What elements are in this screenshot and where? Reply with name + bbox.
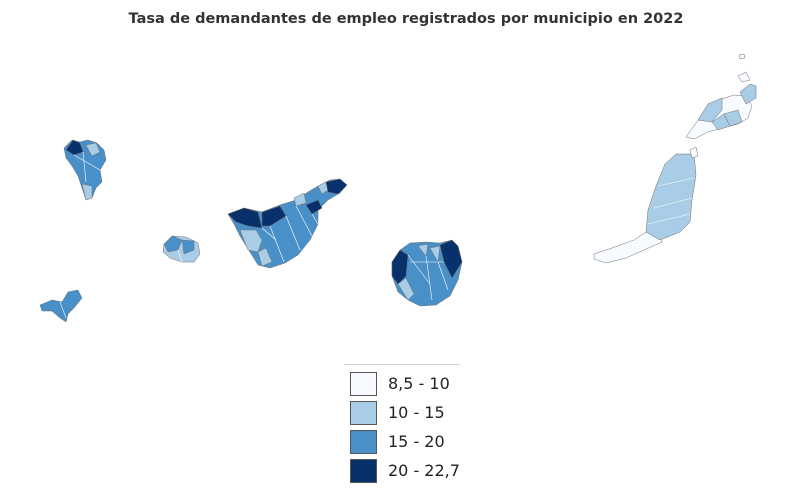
island-lanzarote: [685, 53, 757, 140]
municipality-region[interactable]: [391, 249, 409, 285]
legend-label: 15 - 20: [388, 432, 445, 451]
legend-label: 10 - 15: [388, 403, 445, 422]
legend-item[interactable]: 10 - 15: [344, 398, 460, 427]
municipality-region[interactable]: [293, 192, 307, 207]
municipality-region[interactable]: [81, 183, 93, 201]
legend-swatch: [350, 458, 377, 483]
island-la-gomera: [162, 235, 201, 263]
legend-item[interactable]: 8,5 - 10: [344, 369, 460, 398]
legend-swatch: [350, 400, 377, 425]
municipality-region[interactable]: [737, 71, 751, 83]
municipality-region[interactable]: [163, 235, 183, 253]
legend-item[interactable]: 20 - 22,7: [344, 456, 460, 485]
municipality-region[interactable]: [723, 109, 743, 127]
municipality-region[interactable]: [305, 199, 323, 215]
municipality-region[interactable]: [697, 97, 723, 123]
legend-label: 20 - 22,7: [388, 461, 460, 480]
municipality-region[interactable]: [181, 239, 195, 255]
legend: 8,5 - 10 10 - 15 15 - 20 20 - 22,7: [344, 364, 460, 485]
municipality-region[interactable]: [39, 289, 83, 323]
island-gran-canaria: [391, 239, 463, 307]
legend-swatch: [350, 371, 377, 396]
municipality-region[interactable]: [325, 178, 348, 195]
island-tenerife: [227, 178, 348, 269]
island-la-palma: [63, 139, 107, 201]
municipality-region[interactable]: [257, 247, 273, 267]
municipality-region[interactable]: [397, 277, 415, 301]
municipality-region[interactable]: [65, 139, 84, 156]
municipality-region[interactable]: [429, 245, 441, 263]
municipality-region[interactable]: [738, 53, 746, 60]
municipality-region[interactable]: [85, 142, 101, 157]
municipality-region[interactable]: [689, 146, 699, 159]
legend-item[interactable]: 15 - 20: [344, 427, 460, 456]
municipality-region[interactable]: [593, 221, 663, 264]
municipality-region[interactable]: [239, 229, 263, 253]
legend-label: 8,5 - 10: [388, 374, 450, 393]
municipality-region[interactable]: [417, 243, 429, 257]
municipality-region[interactable]: [739, 83, 757, 105]
island-el-hierro: [39, 289, 83, 323]
municipality-region[interactable]: [261, 205, 287, 227]
map-title: Tasa de demandantes de empleo registrado…: [128, 11, 684, 27]
island-fuerteventura: [593, 146, 699, 264]
legend-swatch: [350, 429, 377, 454]
municipality-region[interactable]: [645, 153, 697, 241]
